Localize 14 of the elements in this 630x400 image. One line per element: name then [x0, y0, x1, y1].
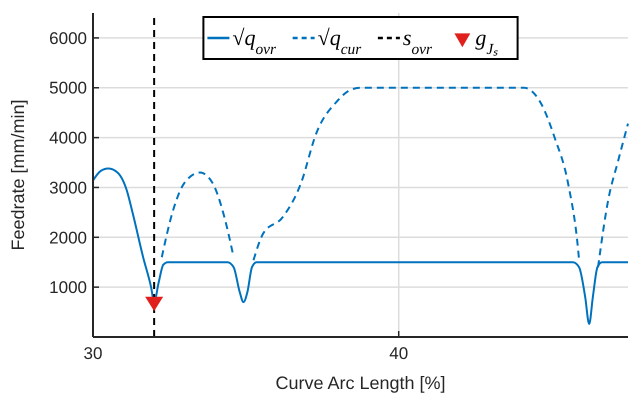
legend-label: √q$_{ovr}$ [232, 25, 278, 58]
legend-label: g$_{Jₛ}$ [475, 25, 500, 58]
y-tick-label: 1000 [49, 278, 87, 298]
y-tick-label: 6000 [49, 28, 87, 48]
legend-label: √q$_{cur}$ [318, 25, 362, 58]
y-axis-title: Feedrate [mm/min] [8, 99, 28, 251]
x-tick-label: 30 [84, 344, 102, 363]
legend-label: s$_{ovr}$ [402, 25, 433, 58]
x-axis-title: Curve Arc Length [%] [275, 373, 446, 393]
y-tick-label: 4000 [49, 128, 87, 148]
y-tick-label: 2000 [49, 228, 87, 248]
x-tick-label: 40 [389, 344, 408, 363]
y-tick-label: 3000 [49, 178, 87, 198]
y-tick-label: 5000 [49, 78, 87, 98]
